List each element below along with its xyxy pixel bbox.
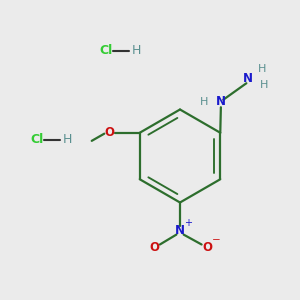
Text: H: H (200, 97, 208, 107)
Text: H: H (260, 80, 269, 90)
Text: Cl: Cl (30, 133, 43, 146)
Text: N: N (175, 224, 185, 238)
Text: H: H (258, 64, 266, 74)
Text: O: O (202, 241, 212, 254)
Text: O: O (149, 241, 160, 254)
Text: N: N (243, 72, 253, 85)
Text: O: O (105, 126, 115, 139)
Text: H: H (63, 133, 72, 146)
Text: H: H (132, 44, 141, 58)
Text: N: N (216, 95, 226, 108)
Text: Cl: Cl (99, 44, 112, 58)
Text: −: − (212, 235, 221, 245)
Text: +: + (184, 218, 192, 229)
